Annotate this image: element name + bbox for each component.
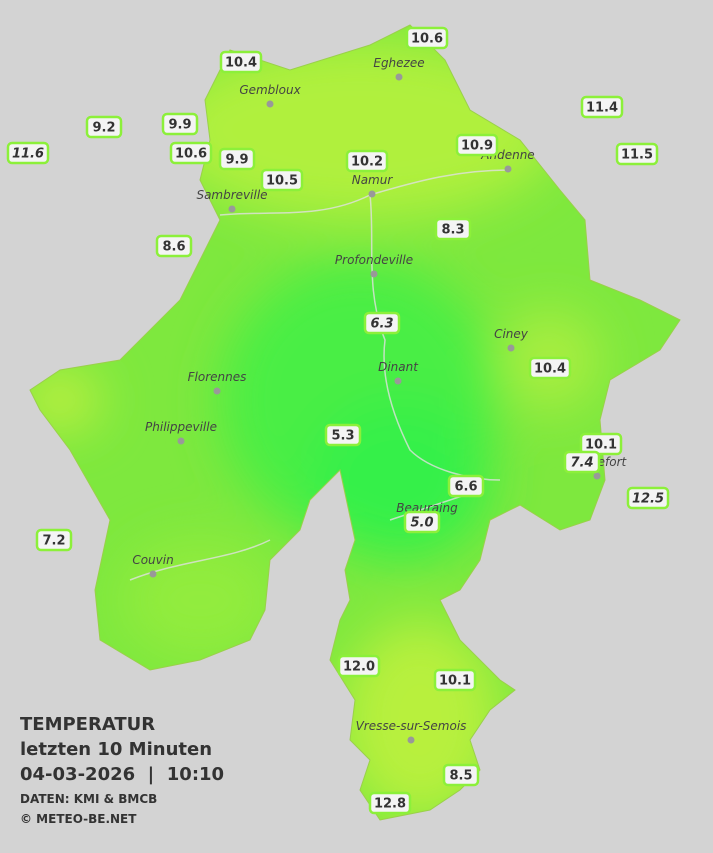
station-box: [161, 112, 199, 136]
station-value: 9.2: [92, 121, 115, 136]
station-value: 12.0: [343, 660, 375, 675]
station-value: 6.3: [370, 317, 393, 332]
town-name: Dinant: [378, 360, 419, 374]
town-name: Gembloux: [239, 83, 301, 97]
town-name: Ciney: [494, 327, 529, 341]
town-dot: [395, 73, 403, 81]
town-dot: [177, 437, 185, 445]
station-value: 12.5: [632, 492, 664, 507]
station-box: [219, 50, 263, 74]
town-name: Sambreville: [196, 188, 267, 202]
station-box: [155, 234, 193, 258]
station-box: [447, 474, 485, 498]
legend-source: DATEN: KMI & BMCB: [20, 792, 157, 806]
station-box: [35, 528, 73, 552]
station-value: 7.4: [570, 456, 593, 471]
station-box: [615, 142, 659, 166]
station-value: 10.2: [351, 155, 383, 170]
station-box: [528, 356, 572, 380]
station-box: [324, 423, 362, 447]
town-dot: [370, 270, 378, 278]
station-value: 10.1: [439, 674, 471, 689]
station-value: 7.2: [42, 534, 65, 549]
station-value: 11.5: [621, 148, 653, 163]
town-dot: [507, 344, 515, 352]
town-dot: [149, 570, 157, 578]
station-box: [434, 217, 472, 241]
station-value: 11.4: [586, 101, 618, 116]
station-value: 10.1: [585, 438, 617, 453]
station-box: [433, 668, 477, 692]
station-box: [85, 115, 123, 139]
legend-subtitle: letzten 10 Minuten: [20, 739, 212, 760]
station-value: 10.9: [461, 139, 493, 154]
town-dot: [368, 190, 376, 198]
town-dot: [593, 472, 601, 480]
station-value: 8.6: [162, 240, 185, 255]
station-value: 10.4: [225, 56, 257, 71]
station-value: 10.4: [534, 362, 566, 377]
town-dot: [266, 100, 274, 108]
town-name: Vresse-sur-Semois: [356, 719, 467, 733]
town-dot: [407, 736, 415, 744]
town-name: Eghezee: [373, 56, 424, 70]
station-box: [580, 95, 624, 119]
station-value: 6.6: [454, 480, 477, 495]
station-value: 12.8: [374, 797, 406, 812]
station-box: [579, 432, 623, 456]
station-value: 8.5: [449, 769, 472, 784]
town-name: Florennes: [188, 370, 247, 384]
station-box: [455, 133, 499, 157]
town-name: Couvin: [132, 553, 173, 567]
station-box: [169, 141, 213, 165]
town-name: Profondeville: [335, 253, 413, 267]
town-name: Namur: [352, 173, 394, 187]
station-value: 9.9: [225, 153, 248, 168]
station-box: [405, 26, 449, 50]
station-value: 8.3: [441, 223, 464, 238]
station-box: [403, 510, 441, 534]
town-dot: [394, 377, 402, 385]
station-value: 10.6: [411, 32, 443, 47]
town-dot: [213, 387, 221, 395]
station-box: [218, 147, 256, 171]
station-value: 10.6: [175, 147, 207, 162]
legend-title: TEMPERATUR: [20, 714, 155, 735]
town-dot: [228, 205, 236, 213]
station-box: [563, 450, 601, 474]
town-name: Philippeville: [145, 420, 217, 434]
station-box: [345, 149, 389, 173]
station-box: [363, 311, 401, 335]
station-box: [626, 486, 670, 510]
station-value: 5.3: [331, 429, 354, 444]
station-value: 9.9: [168, 118, 191, 133]
station-box: [368, 791, 412, 815]
legend-copyright: © METEO-BE.NET: [20, 812, 137, 826]
station-value: 11.6: [12, 147, 44, 162]
station-box: [337, 654, 381, 678]
town-dot: [504, 165, 512, 173]
legend-datetime: 04-03-2026 | 10:10: [20, 764, 224, 785]
station-box: [260, 168, 304, 192]
station-box: [6, 141, 50, 165]
station-box: [442, 763, 480, 787]
station-value: 5.0: [410, 516, 433, 531]
station-value: 10.5: [266, 174, 298, 189]
